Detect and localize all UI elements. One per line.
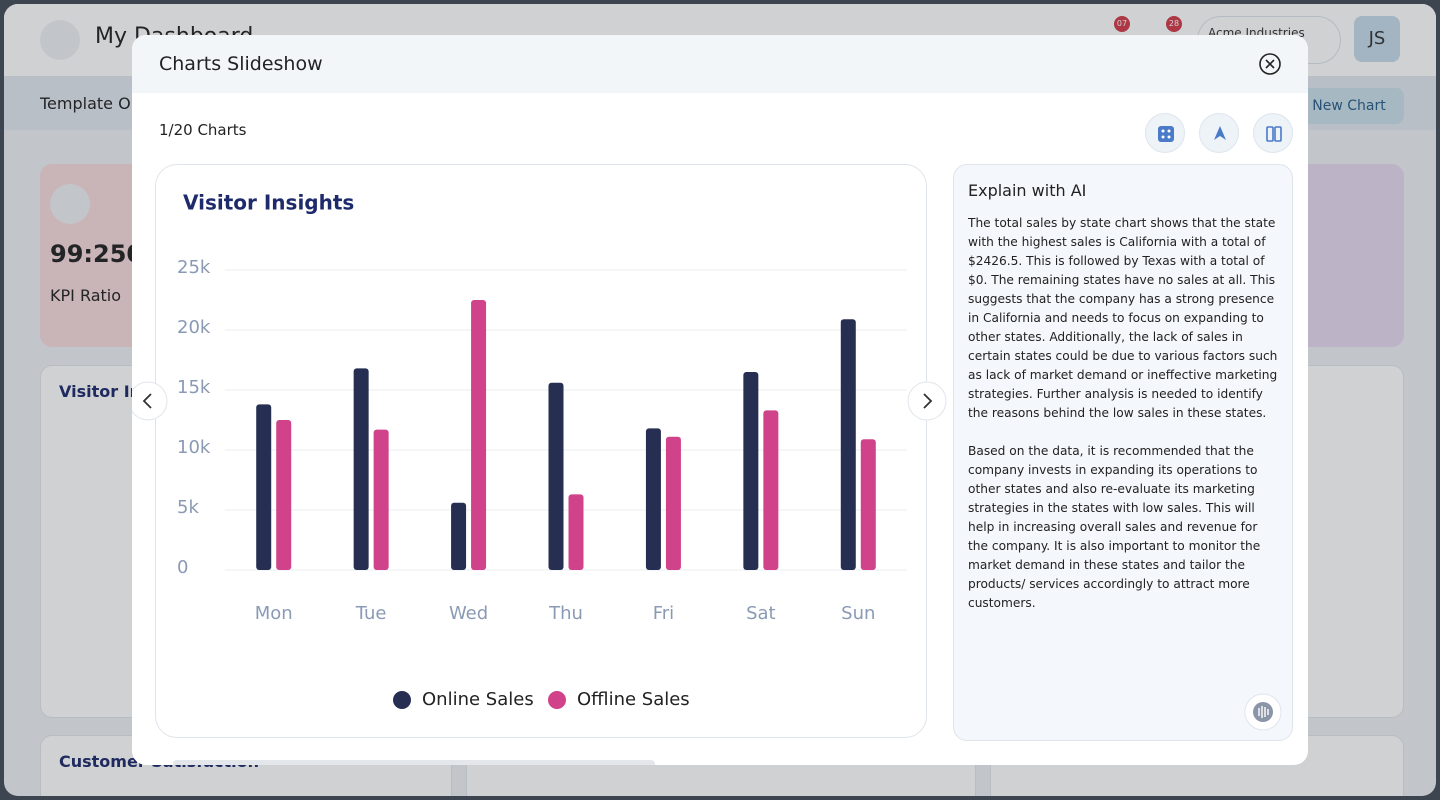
prev-button[interactable] <box>132 380 169 422</box>
chart-counter: 1/20 Charts <box>159 121 247 139</box>
legend-marker <box>548 691 566 709</box>
x-tick-label: Wed <box>449 603 488 624</box>
kpi-value: 99:250 <box>50 240 144 268</box>
bar <box>373 429 389 570</box>
template-label: Template O <box>40 94 131 113</box>
avatar[interactable]: JS <box>1354 16 1400 62</box>
x-tick-label: Sat <box>746 603 776 624</box>
new-chart-button[interactable]: New Chart <box>1294 88 1404 124</box>
bar <box>256 404 272 570</box>
ai-panel: Explain with AI The total sales by state… <box>953 164 1293 741</box>
ai-paragraph: Based on the data, it is recommended tha… <box>968 444 1261 610</box>
app: My Dashboard Acme Industries JS 07 28 Te… <box>4 4 1436 796</box>
y-tick-label: 25k <box>177 257 211 278</box>
y-tick-label: 0 <box>177 557 188 578</box>
y-tick-label: 15k <box>177 377 211 398</box>
bar <box>568 494 584 570</box>
x-tick-label: Fri <box>653 603 674 624</box>
chart: Visitor Insights 0 5k 10k 15k 20k 25k Mon Tue We… <box>177 191 907 710</box>
legend-label: Offline Sales <box>577 689 690 710</box>
badge: 07 <box>1114 16 1130 32</box>
pin-button[interactable] <box>1199 113 1239 153</box>
modal-header: Charts Slideshow <box>132 35 1308 93</box>
bar <box>743 372 759 570</box>
modal: Charts Slideshow 1/20 Charts Visitor Ins… <box>132 35 1308 765</box>
bar <box>860 439 876 570</box>
bar <box>763 410 779 570</box>
bar <box>665 436 681 570</box>
bar <box>276 420 292 570</box>
legend-label: Online Sales <box>422 689 534 710</box>
modal-title: Charts Slideshow <box>159 53 323 75</box>
chart-card: Visitor Insights 0 5k 10k 15k 20k 25k Mon Tue We… <box>155 164 927 738</box>
audio-button[interactable] <box>1244 693 1282 731</box>
ai-paragraph: The total sales by state chart shows tha… <box>968 216 1278 420</box>
scrollbar <box>173 760 655 765</box>
x-tick-label: Mon <box>255 603 293 624</box>
layout-button[interactable] <box>1253 113 1293 153</box>
menu-button[interactable] <box>40 20 80 60</box>
y-tick-label: 20k <box>177 317 211 338</box>
close-button[interactable] <box>1258 52 1282 76</box>
shuffle-button[interactable] <box>1145 113 1185 153</box>
ai-title: Explain with AI <box>968 181 1087 200</box>
bar <box>451 502 467 570</box>
y-tick-label: 10k <box>177 437 211 458</box>
bar <box>840 319 856 570</box>
kpi-label: KPI Ratio <box>50 286 122 305</box>
bar <box>645 428 661 570</box>
bar <box>548 382 564 570</box>
legend-marker <box>393 691 411 709</box>
bar <box>353 368 369 570</box>
next-button[interactable] <box>906 380 948 422</box>
x-tick-label: Thu <box>548 603 583 624</box>
y-tick-label: 5k <box>177 497 199 518</box>
badge: 28 <box>1166 16 1182 32</box>
x-tick-label: Tue <box>355 603 387 624</box>
x-tick-label: Sun <box>841 603 875 624</box>
bar <box>471 300 487 570</box>
chart-title: Visitor Insights <box>183 191 354 215</box>
